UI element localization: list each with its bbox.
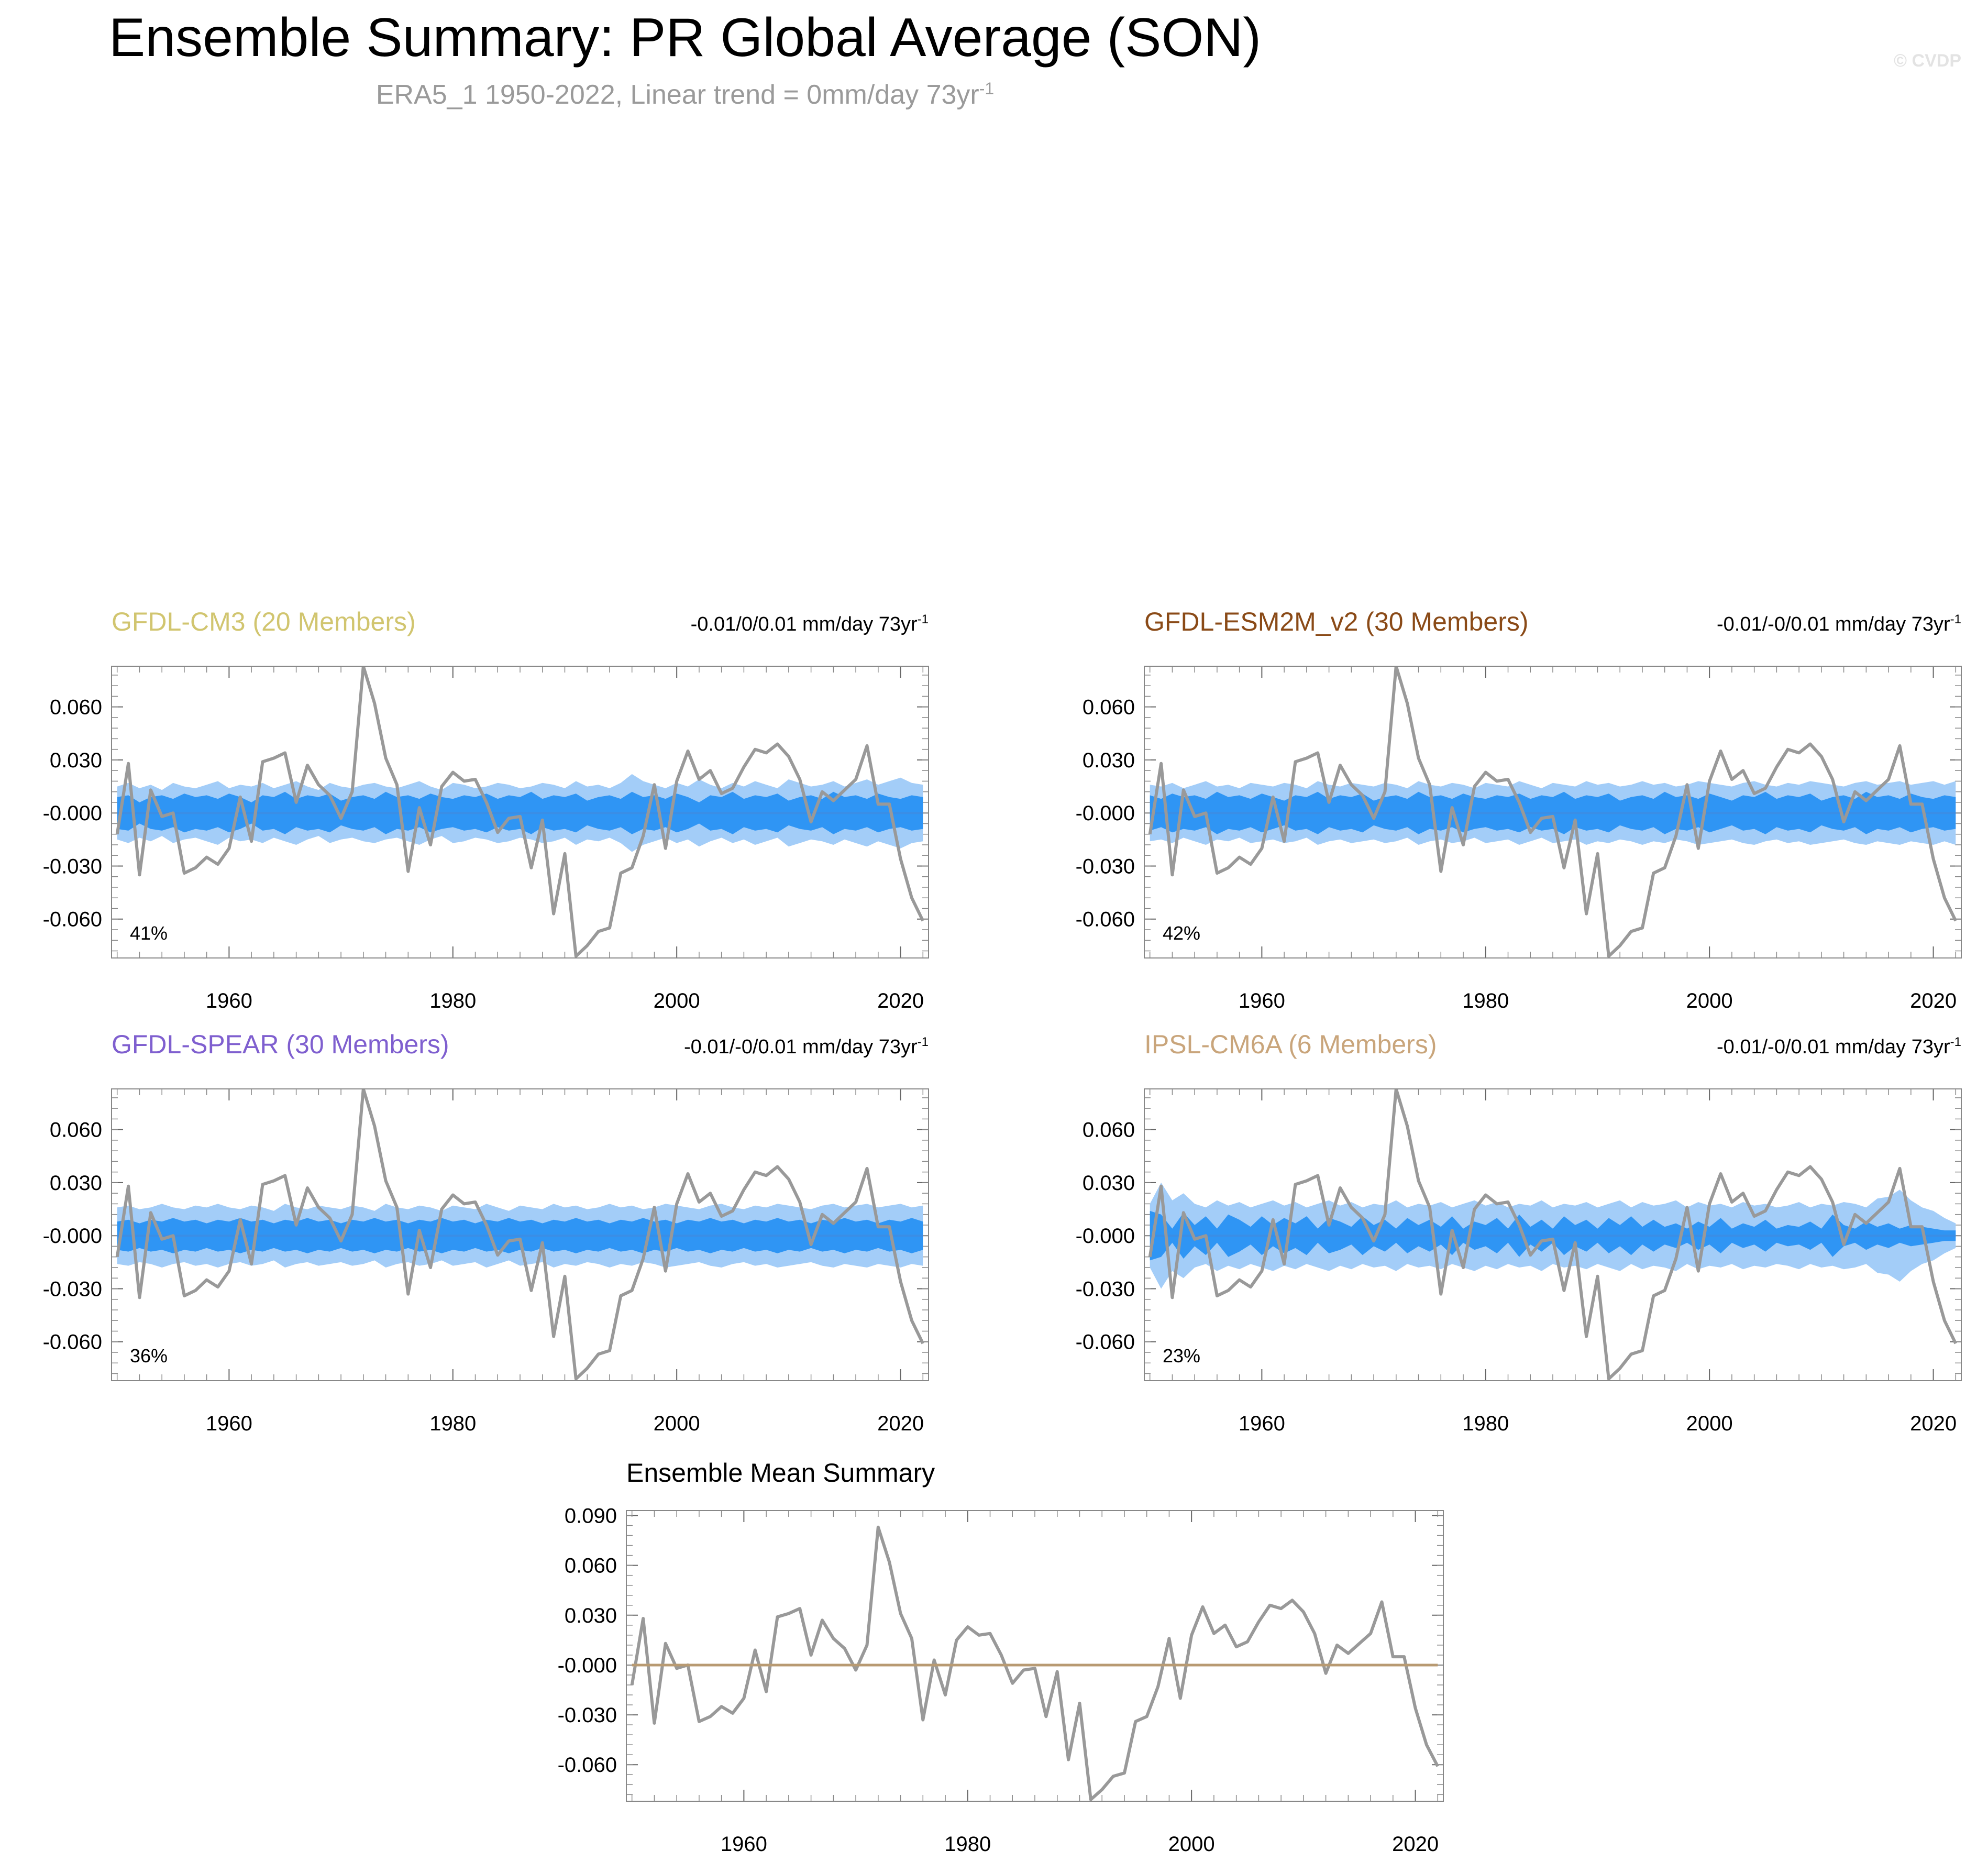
panel-3-y-tick-label: 0.060: [50, 1119, 102, 1142]
summary-observed-line: [630, 1525, 1439, 1801]
summary-frame: [626, 1510, 1444, 1802]
panel-2-x-tick-label: 2000: [1686, 989, 1733, 1012]
panel-2-trend-label: -0.01/-0/0.01 mm/day 73yr-1: [1717, 612, 1961, 635]
summary-panel: Ensemble Mean Summary 0.090 0.060 0.030 -0.0…: [558, 1458, 1444, 1856]
panel-2-frame: [1144, 666, 1962, 958]
panel-4-y-tick-label: 0.060: [1083, 1119, 1135, 1142]
summary-y-tick-label: -0.000: [558, 1654, 617, 1677]
panel-1-y-tick-label: 0.030: [50, 749, 102, 772]
summary-y-tick-label: -0.030: [558, 1704, 617, 1727]
summary-x-tick-label: 2020: [1392, 1833, 1439, 1856]
panel-2-x-tick-label: 1960: [1239, 989, 1285, 1012]
panel-2-y-tick-label: -0.060: [1076, 908, 1135, 931]
page-title: Ensemble Summary: PR Global Average (SON…: [109, 7, 1261, 68]
panel-2-model-title: GFDL-ESM2M_v2 (30 Members): [1144, 607, 1529, 636]
panel-4-frame: [1144, 1088, 1962, 1381]
summary-y-tick-label: 0.030: [565, 1604, 617, 1627]
panel-3-frame: [111, 1088, 929, 1381]
summary-y-tick-label: 0.060: [565, 1555, 617, 1578]
summary-x-tick-label: 1960: [721, 1833, 767, 1856]
panel-2-observed-line: [1148, 666, 1957, 958]
summary-title: Ensemble Mean Summary: [626, 1458, 935, 1488]
panel-4-x-tick-label: 1980: [1462, 1412, 1509, 1435]
summary-plot-area: [630, 1525, 1439, 1801]
panel-3-model-title: GFDL-SPEAR (30 Members): [112, 1030, 449, 1059]
panel-3-trend-superscript: -1: [918, 1035, 929, 1049]
summary-y-tick-label: 0.090: [565, 1505, 617, 1528]
panel-4-percent-label: 23%: [1163, 1345, 1200, 1367]
panel-1-x-tick-label: 2000: [654, 989, 700, 1012]
panel-3-y-tick-label: -0.030: [43, 1277, 102, 1301]
panel-4-plot-area: [1148, 1089, 1957, 1381]
panel-1-y-tick-label: -0.060: [43, 908, 102, 931]
panel-2-trend-text: -0.01/-0/0.01 mm/day 73yr: [1717, 613, 1950, 635]
panel-4-x-tick-label: 1960: [1239, 1412, 1285, 1435]
panel-1-plot-area: [115, 666, 924, 958]
panel-3-observed-line: [115, 1089, 924, 1381]
panel-4: IPSL-CM6A (6 Members) -0.01/-0/0.01 mm/da…: [1076, 1030, 1962, 1435]
panel-1-y-tick-label: -0.000: [43, 802, 102, 825]
page-subtitle: ERA5_1 1950-2022, Linear trend = 0mm/day…: [376, 79, 994, 110]
panels-layer: GFDL-CM3 (20 Members) -0.01/0/0.01 mm/day…: [43, 607, 1962, 1856]
panel-3-y-tick-label: -0.000: [43, 1225, 102, 1248]
panel-4-trend-label: -0.01/-0/0.01 mm/day 73yr-1: [1717, 1035, 1961, 1058]
panel-3-trend-label: -0.01/-0/0.01 mm/day 73yr-1: [684, 1035, 929, 1058]
panel-1-x-tick-label: 2020: [877, 989, 924, 1012]
subtitle-superscript: -1: [979, 79, 994, 98]
panel-1-model-title: GFDL-CM3 (20 Members): [112, 607, 416, 636]
panel-4-y-tick-label: -0.030: [1076, 1277, 1135, 1301]
panel-2: GFDL-ESM2M_v2 (30 Members) -0.01/-0/0.01 …: [1076, 607, 1962, 1012]
panel-4-x-tick-label: 2020: [1910, 1412, 1957, 1435]
panel-3-x-tick-label: 2020: [877, 1412, 924, 1435]
panel-3-percent-label: 36%: [130, 1345, 168, 1367]
panel-4-y-tick-label: -0.060: [1076, 1331, 1135, 1354]
panel-1-observed-line: [115, 666, 924, 958]
panel-2-y-tick-label: -0.030: [1076, 855, 1135, 878]
panel-2-y-tick-label: 0.060: [1083, 696, 1135, 719]
summary-y-tick-label: -0.060: [558, 1754, 617, 1777]
panel-2-y-tick-label: 0.030: [1083, 749, 1135, 772]
panel-2-y-tick-label: -0.000: [1076, 802, 1135, 825]
panel-3-x-tick-label: 2000: [654, 1412, 700, 1435]
panel-3-plot-area: [115, 1089, 924, 1381]
panel-2-x-tick-label: 1980: [1462, 989, 1509, 1012]
panel-3-x-tick-label: 1960: [206, 1412, 252, 1435]
panel-3-x-tick-label: 1980: [429, 1412, 476, 1435]
panel-2-trend-superscript: -1: [1950, 612, 1961, 626]
panel-1-trend-superscript: -1: [918, 612, 929, 626]
panel-1-x-tick-label: 1960: [206, 989, 252, 1012]
panel-4-trend-superscript: -1: [1950, 1035, 1961, 1049]
panel-3-y-tick-label: -0.060: [43, 1331, 102, 1354]
panel-1-trend-label: -0.01/0/0.01 mm/day 73yr-1: [691, 612, 929, 635]
panel-1: GFDL-CM3 (20 Members) -0.01/0/0.01 mm/day…: [43, 607, 929, 1012]
watermark: © CVDP: [1894, 51, 1961, 71]
panel-1-trend-text: -0.01/0/0.01 mm/day 73yr: [691, 613, 918, 635]
panel-2-x-tick-label: 2020: [1910, 989, 1957, 1012]
panel-4-y-tick-label: -0.000: [1076, 1225, 1135, 1248]
panel-2-percent-label: 42%: [1163, 922, 1200, 944]
panel-4-observed-line: [1148, 1089, 1957, 1381]
summary-x-tick-label: 1980: [944, 1833, 991, 1856]
panel-1-y-tick-label: 0.060: [50, 696, 102, 719]
panel-3: GFDL-SPEAR (30 Members) -0.01/-0/0.01 mm/…: [43, 1030, 929, 1435]
panel-4-y-tick-label: 0.030: [1083, 1172, 1135, 1195]
panel-1-y-tick-label: -0.030: [43, 855, 102, 878]
panel-2-plot-area: [1148, 666, 1957, 958]
summary-x-tick-label: 2000: [1168, 1833, 1215, 1856]
panel-1-x-tick-label: 1980: [429, 989, 476, 1012]
panel-4-x-tick-label: 2000: [1686, 1412, 1733, 1435]
subtitle-text: ERA5_1 1950-2022, Linear trend = 0mm/day…: [376, 80, 979, 110]
panel-3-y-tick-label: 0.030: [50, 1172, 102, 1195]
panel-1-percent-label: 41%: [130, 922, 168, 944]
panel-4-trend-text: -0.01/-0/0.01 mm/day 73yr: [1717, 1036, 1950, 1058]
panel-4-model-title: IPSL-CM6A (6 Members): [1144, 1030, 1437, 1059]
panel-3-trend-text: -0.01/-0/0.01 mm/day 73yr: [684, 1036, 918, 1058]
panel-1-frame: [111, 666, 929, 958]
